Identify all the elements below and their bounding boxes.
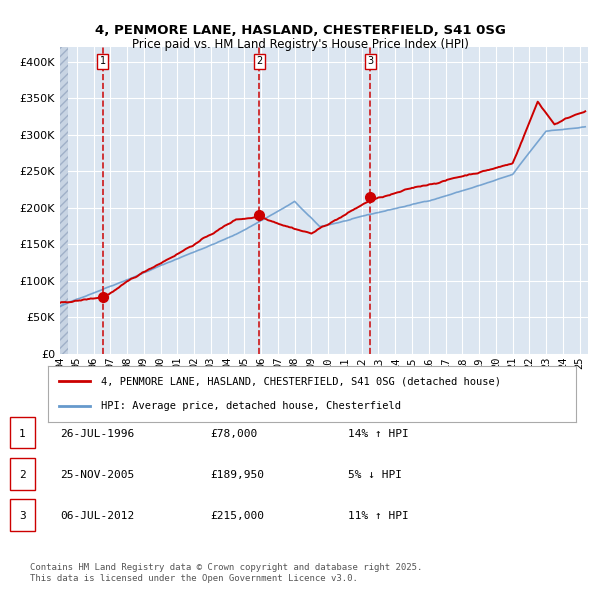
Text: Price paid vs. HM Land Registry's House Price Index (HPI): Price paid vs. HM Land Registry's House … (131, 38, 469, 51)
Text: Contains HM Land Registry data © Crown copyright and database right 2025.
This d: Contains HM Land Registry data © Crown c… (30, 563, 422, 583)
Text: 06-JUL-2012: 06-JUL-2012 (60, 512, 134, 521)
Text: 5% ↓ HPI: 5% ↓ HPI (348, 470, 402, 480)
Text: 4, PENMORE LANE, HASLAND, CHESTERFIELD, S41 0SG: 4, PENMORE LANE, HASLAND, CHESTERFIELD, … (95, 24, 505, 37)
Text: £215,000: £215,000 (210, 512, 264, 521)
Bar (60, 47, 68, 354)
Text: 2: 2 (19, 470, 26, 480)
Text: 14% ↑ HPI: 14% ↑ HPI (348, 429, 409, 438)
Text: 2: 2 (256, 57, 263, 67)
Text: 25-NOV-2005: 25-NOV-2005 (60, 470, 134, 480)
Text: 3: 3 (367, 57, 373, 67)
Text: 4, PENMORE LANE, HASLAND, CHESTERFIELD, S41 0SG (detached house): 4, PENMORE LANE, HASLAND, CHESTERFIELD, … (101, 376, 501, 386)
Text: £189,950: £189,950 (210, 470, 264, 480)
Text: 1: 1 (100, 57, 106, 67)
Text: 11% ↑ HPI: 11% ↑ HPI (348, 512, 409, 521)
Text: HPI: Average price, detached house, Chesterfield: HPI: Average price, detached house, Ches… (101, 401, 401, 411)
Text: 3: 3 (19, 512, 26, 521)
Text: 26-JUL-1996: 26-JUL-1996 (60, 429, 134, 438)
Text: 1: 1 (19, 429, 26, 438)
Text: £78,000: £78,000 (210, 429, 257, 438)
